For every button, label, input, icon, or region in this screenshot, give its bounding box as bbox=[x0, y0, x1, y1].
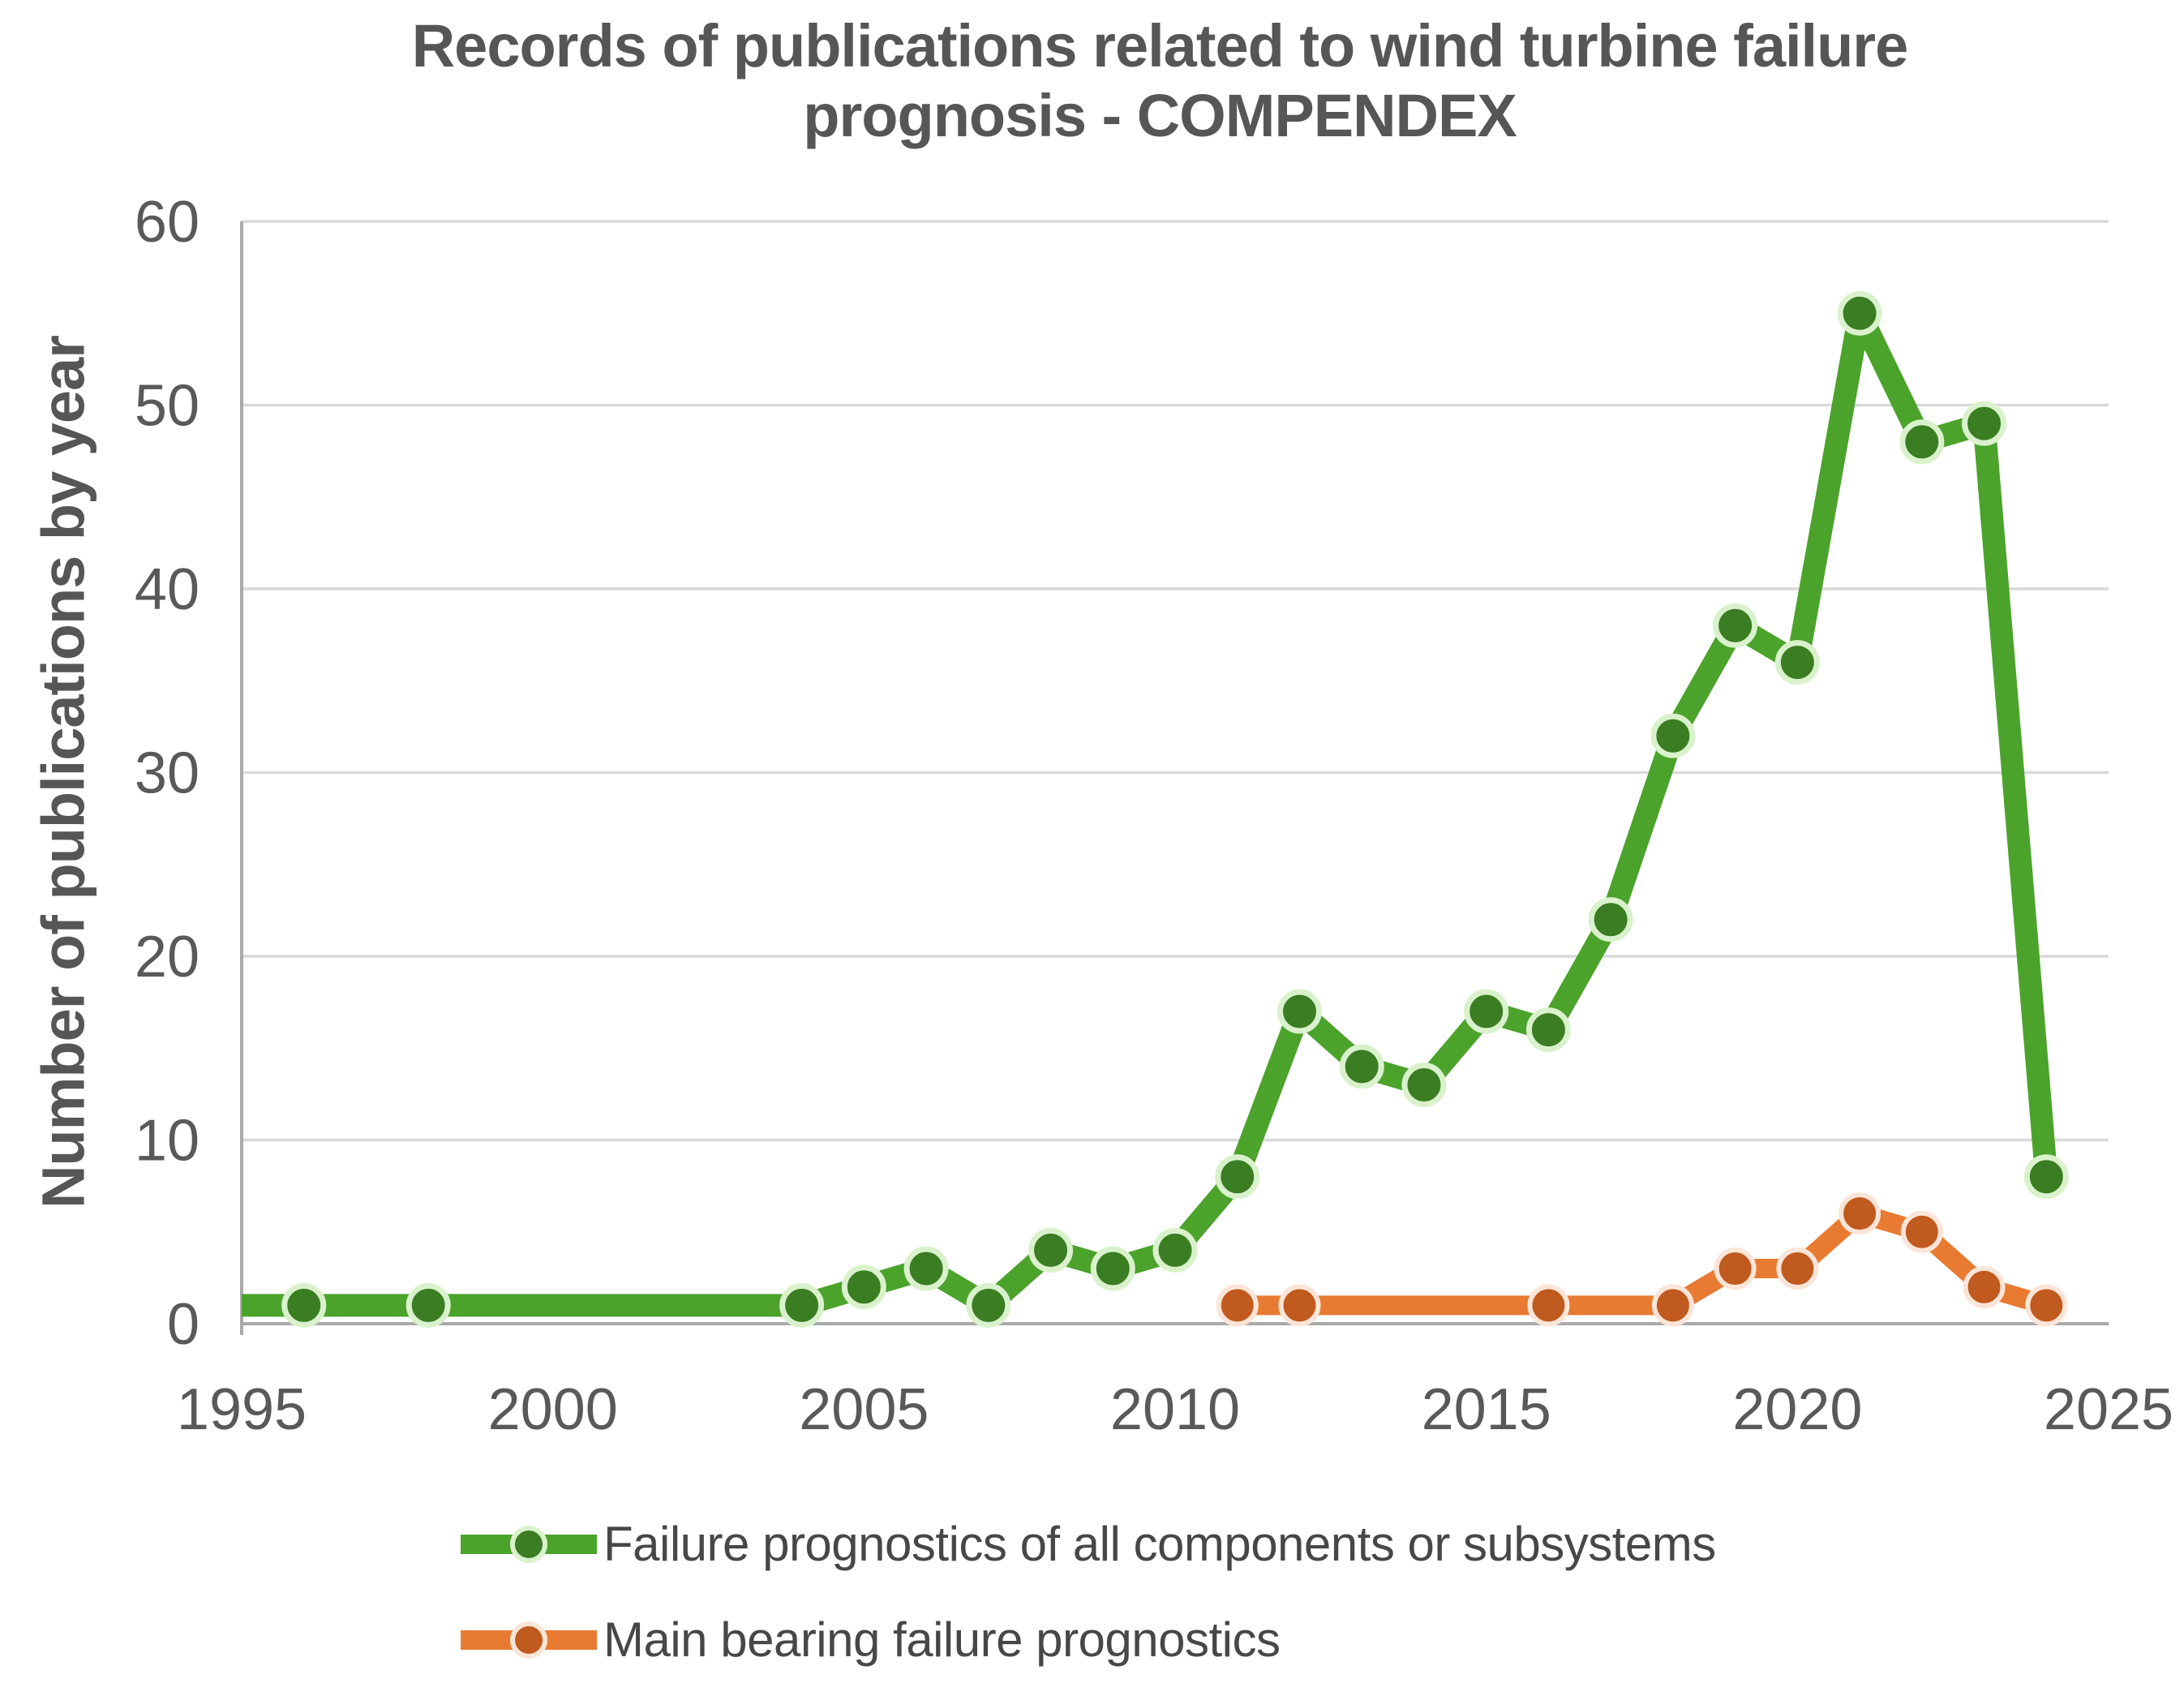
data-point-marker-series-1 bbox=[1278, 1284, 1321, 1327]
data-point-marker-series-0 bbox=[1713, 603, 1758, 648]
data-point-marker-series-1 bbox=[1776, 1247, 1819, 1290]
y-tick-label: 0 bbox=[167, 1292, 200, 1357]
y-tick-label: 50 bbox=[135, 374, 200, 439]
legend-item-all-components: Failure prognostics of all components or… bbox=[459, 1518, 1716, 1570]
data-point-marker-series-1 bbox=[1900, 1210, 1943, 1253]
data-point-marker-series-1 bbox=[2025, 1284, 2068, 1327]
data-point-marker-series-0 bbox=[1090, 1246, 1135, 1291]
x-tick-label: 2025 bbox=[2044, 1377, 2173, 1442]
data-point-marker-series-0 bbox=[2023, 1154, 2069, 1200]
data-point-marker-series-1 bbox=[1714, 1247, 1757, 1290]
data-point-marker-series-0 bbox=[779, 1282, 825, 1328]
data-point-marker-series-0 bbox=[966, 1282, 1011, 1328]
chart-title: Records of publications related to wind … bbox=[138, 11, 2182, 151]
data-point-marker-series-0 bbox=[1464, 989, 1509, 1034]
x-tick-label: 2005 bbox=[799, 1377, 929, 1442]
legend-line-marker-swatch-orange bbox=[461, 1621, 597, 1659]
data-point-marker-series-1 bbox=[1839, 1192, 1882, 1235]
data-point-marker-series-0 bbox=[1152, 1227, 1198, 1273]
chart-title-line2: prognosis - COMPENDEX bbox=[803, 81, 1517, 149]
data-point-marker-series-1 bbox=[1216, 1284, 1259, 1327]
data-point-marker-series-0 bbox=[1525, 1007, 1571, 1053]
y-tick-label: 60 bbox=[135, 190, 200, 255]
legend-item-main-bearing: Main bearing failure prognostics bbox=[459, 1614, 1716, 1666]
y-tick-label: 40 bbox=[135, 557, 200, 622]
data-point-marker-series-0 bbox=[1650, 713, 1696, 758]
data-point-marker-series-0 bbox=[1215, 1154, 1260, 1200]
data-point-marker-series-0 bbox=[841, 1264, 886, 1310]
data-point-marker-series-0 bbox=[1962, 401, 2007, 446]
data-point-marker-series-0 bbox=[1277, 989, 1322, 1034]
x-tick-label: 2020 bbox=[1732, 1377, 1862, 1442]
legend-line-marker-swatch-green bbox=[461, 1526, 597, 1563]
data-point-marker-series-1 bbox=[1651, 1284, 1694, 1327]
data-point-marker-series-0 bbox=[1837, 290, 1882, 336]
data-point-marker-series-0 bbox=[1339, 1044, 1384, 1089]
chart-title-line1: Records of publications related to wind … bbox=[411, 12, 1909, 79]
legend: Failure prognostics of all components or… bbox=[459, 1518, 1716, 1666]
y-tick-label: 30 bbox=[135, 741, 200, 806]
data-point-marker-series-1 bbox=[1963, 1265, 2006, 1308]
x-tick-label: 2010 bbox=[1110, 1377, 1240, 1442]
data-point-marker-series-0 bbox=[1028, 1227, 1074, 1273]
legend-label: Failure prognostics of all components or… bbox=[603, 1517, 1716, 1571]
x-tick-label: 1995 bbox=[177, 1377, 307, 1442]
series-line-1 bbox=[1237, 1204, 2049, 1316]
x-tick-label: 2015 bbox=[1422, 1377, 1551, 1442]
data-point-marker-series-0 bbox=[1401, 1063, 1447, 1108]
data-point-marker-series-0 bbox=[903, 1246, 949, 1291]
y-tick-label: 10 bbox=[135, 1109, 200, 1174]
y-tick-label: 20 bbox=[135, 925, 200, 990]
data-point-marker-series-0 bbox=[1588, 897, 1633, 942]
data-point-marker-series-0 bbox=[281, 1282, 327, 1328]
data-point-marker-series-0 bbox=[1774, 640, 1820, 685]
legend-label: Main bearing failure prognostics bbox=[603, 1612, 1281, 1667]
x-tick-label: 2000 bbox=[488, 1377, 618, 1442]
data-point-marker-series-0 bbox=[1899, 419, 1945, 465]
data-point-marker-series-0 bbox=[405, 1282, 451, 1328]
data-point-marker-series-1 bbox=[1527, 1284, 1570, 1327]
series-line-0 bbox=[242, 302, 2058, 1317]
